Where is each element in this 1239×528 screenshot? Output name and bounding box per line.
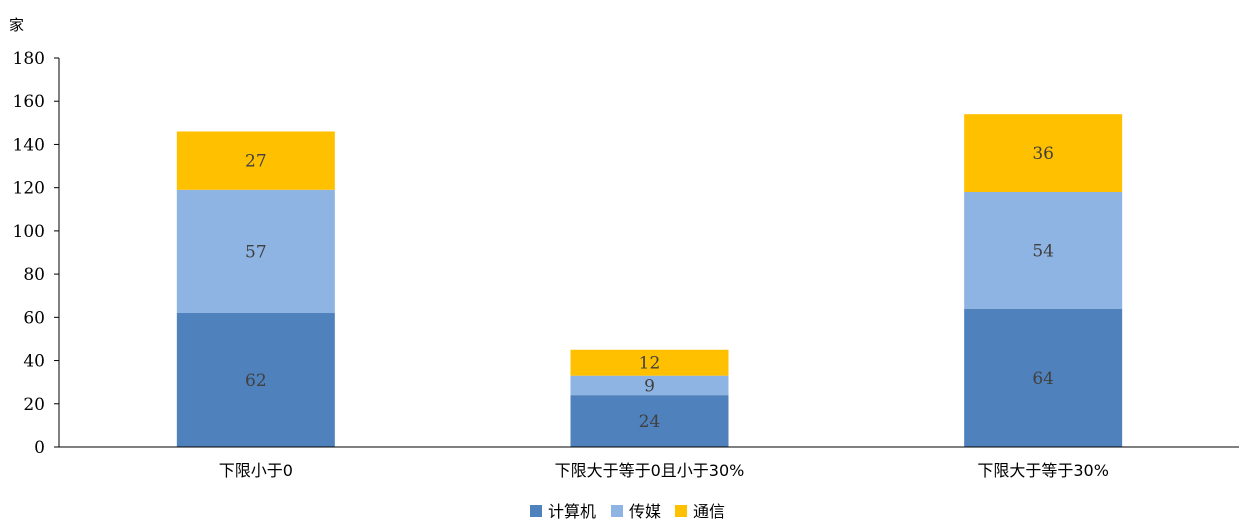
data-label: 57 <box>245 242 267 262</box>
y-axis-unit-label: 家 <box>9 16 24 34</box>
y-tick-label: 120 <box>13 179 45 199</box>
legend: 计算机 传媒 通信 <box>530 502 725 521</box>
bar-segment <box>176 313 335 447</box>
data-label: 27 <box>245 152 267 172</box>
bar-segment <box>964 114 1123 192</box>
data-labels: 62 57 27 24 912 64 54 36 <box>245 144 1054 432</box>
bar-segment <box>570 395 729 447</box>
data-label: 36 <box>1032 144 1054 164</box>
bar-segment <box>964 191 1123 309</box>
legend-label: 计算机 <box>548 502 596 521</box>
category-label: 下限小于0 <box>219 461 293 480</box>
bar-segment <box>570 375 729 396</box>
legend-swatch <box>530 505 542 517</box>
y-tick-label: 100 <box>13 222 45 242</box>
data-label: 24 <box>639 412 661 432</box>
category-labels: 下限小于0 下限大于等于0且小于30% 下限大于等于30% <box>219 461 1109 480</box>
legend-swatch <box>675 505 687 517</box>
legend-label: 通信 <box>693 502 725 521</box>
data-label: 54 <box>1032 241 1054 261</box>
y-tick-label: 80 <box>23 265 45 285</box>
y-tick-label: 160 <box>13 92 45 112</box>
legend-swatch <box>611 505 623 517</box>
bar-segment <box>176 189 335 314</box>
y-tick-label: 40 <box>23 352 45 372</box>
category-label: 下限大于等于30% <box>977 461 1109 480</box>
legend-label: 传媒 <box>629 502 661 521</box>
bar-segment <box>570 349 729 376</box>
bar-segment <box>176 131 335 190</box>
y-tick-label: 140 <box>13 135 45 155</box>
data-label: 9 <box>644 376 655 396</box>
y-axis-ticks: 0 20 40 60 80 100 120 140 160 180 <box>13 49 59 458</box>
bars <box>176 114 1123 447</box>
category-label: 下限大于等于0且小于30% <box>555 461 745 480</box>
y-tick-label: 0 <box>34 438 45 458</box>
data-label: 12 <box>639 354 661 374</box>
data-label: 62 <box>245 371 267 391</box>
y-tick-label: 20 <box>23 395 45 415</box>
y-tick-label: 60 <box>23 308 45 328</box>
data-label: 64 <box>1032 369 1054 389</box>
bar-segment <box>964 308 1123 447</box>
y-tick-label: 180 <box>13 49 45 69</box>
